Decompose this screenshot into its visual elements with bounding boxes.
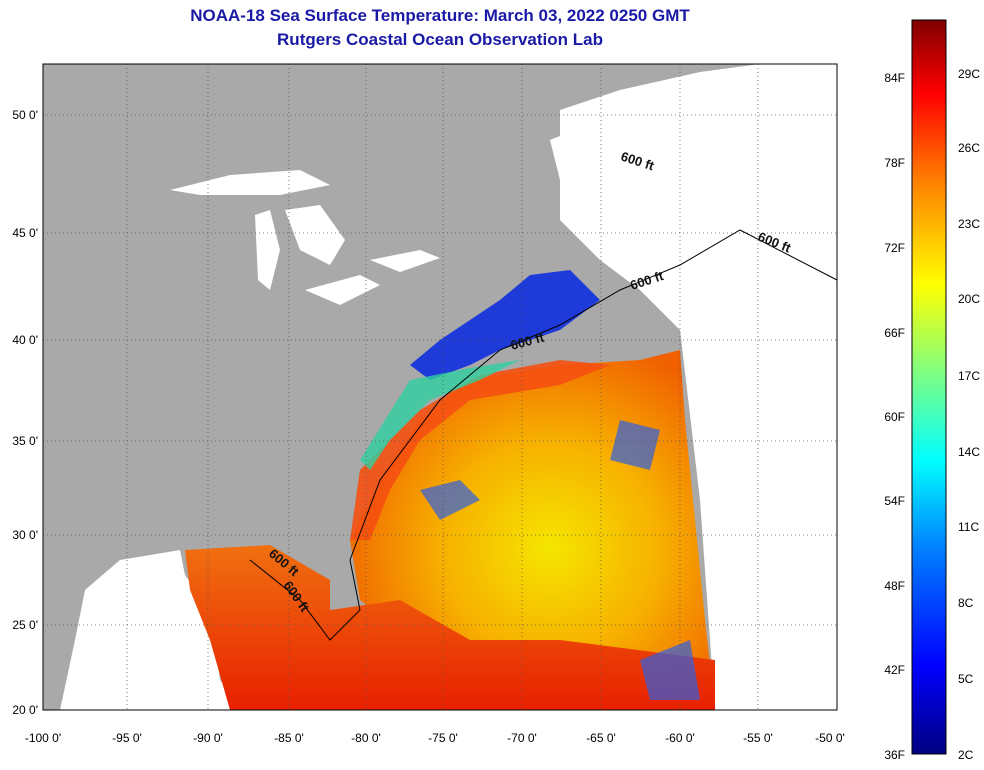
legend-f-label: 54F bbox=[884, 494, 905, 508]
lon-tick-label: -90 0' bbox=[193, 731, 223, 745]
legend-c-label: 8C bbox=[958, 596, 974, 610]
lon-tick-label: -70 0' bbox=[507, 731, 537, 745]
legend-c-label: 20C bbox=[958, 292, 980, 306]
lon-tick-label: -100 0' bbox=[25, 731, 61, 745]
lon-tick-label: -80 0' bbox=[351, 731, 381, 745]
legend-f-label: 36F bbox=[884, 748, 905, 762]
lon-tick-label: -50 0' bbox=[815, 731, 845, 745]
depth-contour-600ft bbox=[249, 229, 837, 641]
great-lakes bbox=[170, 170, 440, 305]
longitude-axis: -100 0' -95 0' -90 0' -85 0' -80 0' -75 … bbox=[25, 731, 845, 745]
legend-f-label: 60F bbox=[884, 410, 905, 424]
lon-tick-label: -60 0' bbox=[665, 731, 695, 745]
legend-c-label: 5C bbox=[958, 672, 974, 686]
fahrenheit-scale: 84F 78F 72F 66F 60F 54F 48F 42F 36F bbox=[884, 71, 905, 762]
shelf-green-band bbox=[360, 360, 520, 470]
latitude-axis: 50 0' 45 0' 40 0' 35 0' 30 0' 25 0' 20 0… bbox=[12, 108, 38, 717]
cloud-patches bbox=[420, 420, 700, 700]
lat-tick-label: 20 0' bbox=[12, 703, 38, 717]
map-frame bbox=[42, 63, 838, 711]
legend-c-label: 11C bbox=[958, 520, 979, 534]
sst-swath-south bbox=[185, 545, 715, 710]
lon-tick-label: -55 0' bbox=[743, 731, 773, 745]
graticule bbox=[43, 64, 837, 710]
lat-tick-label: 25 0' bbox=[12, 618, 38, 632]
lon-tick-label: -65 0' bbox=[586, 731, 616, 745]
legend-c-label: 23C bbox=[958, 217, 980, 231]
shelf-cold-water bbox=[410, 270, 600, 380]
map-subtitle: Rutgers Coastal Ocean Observation Lab bbox=[277, 30, 603, 49]
lat-tick-label: 45 0' bbox=[12, 226, 38, 240]
lat-tick-label: 35 0' bbox=[12, 434, 38, 448]
legend-f-label: 72F bbox=[884, 241, 905, 255]
lon-tick-label: -75 0' bbox=[428, 731, 458, 745]
legend-c-label: 17C bbox=[958, 369, 980, 383]
legend-f-label: 42F bbox=[884, 663, 905, 677]
lat-tick-label: 30 0' bbox=[12, 528, 38, 542]
legend-c-label: 26C bbox=[958, 141, 980, 155]
legend-c-label: 2C bbox=[958, 748, 974, 762]
lat-tick-label: 40 0' bbox=[12, 333, 38, 347]
lon-tick-label: -85 0' bbox=[274, 731, 304, 745]
open-ocean-mask bbox=[560, 64, 837, 710]
color-bar bbox=[911, 19, 947, 755]
celsius-scale: 29C 26C 23C 20C 17C 14C 11C 8C 5C 2C bbox=[958, 67, 980, 762]
legend-f-label: 66F bbox=[884, 326, 905, 340]
lat-tick-label: 50 0' bbox=[12, 108, 38, 122]
legend-f-label: 84F bbox=[884, 71, 905, 85]
legend-c-label: 14C bbox=[958, 445, 980, 459]
legend-c-label: 29C bbox=[958, 67, 980, 81]
legend-f-label: 78F bbox=[884, 156, 905, 170]
map-title: NOAA-18 Sea Surface Temperature: March 0… bbox=[190, 6, 690, 25]
st-lawrence-gulf bbox=[550, 120, 700, 220]
legend-f-label: 48F bbox=[884, 579, 905, 593]
lon-tick-label: -95 0' bbox=[112, 731, 142, 745]
